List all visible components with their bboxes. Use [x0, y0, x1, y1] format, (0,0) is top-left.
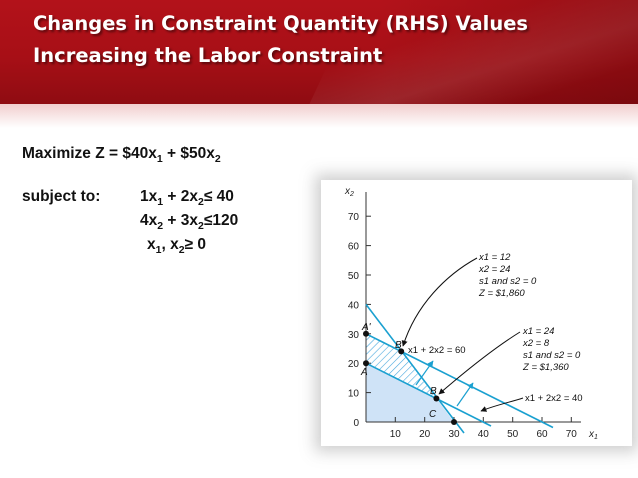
y-axis-label: x2	[344, 186, 354, 198]
old-labor-line-label: x1 + 2x2 = 40	[525, 393, 583, 404]
label-b: B	[430, 386, 437, 397]
point-b-prime	[398, 348, 405, 355]
y-tick-label: 50	[348, 271, 360, 282]
y-tick-label: 40	[348, 300, 360, 311]
point-a	[363, 360, 369, 367]
annotation-old-z: Z = $1,360	[522, 362, 569, 373]
x-tick-label: 40	[478, 429, 490, 440]
y-tick-label: 60	[348, 242, 360, 253]
title-banner	[0, 0, 638, 104]
x-tick-label: 50	[507, 429, 519, 440]
y-tick-label: 10	[348, 389, 360, 400]
y-tick-label: 70	[348, 212, 360, 223]
label-a: A	[360, 367, 368, 378]
point-b	[433, 395, 440, 402]
constraint-nonnegativity: x1, x2≥ 0	[147, 236, 206, 257]
feasible-region-graph: 0 10 20 30 40 50 60 70 10 20 30 40 50 60…	[344, 186, 598, 441]
new-labor-line	[365, 333, 554, 429]
label-b-prime: B'	[395, 340, 405, 351]
x-tick-label: 10	[390, 429, 402, 440]
x-tick-label: 70	[566, 429, 578, 440]
x-tick-label: 20	[419, 429, 431, 440]
y-tick-label: 20	[348, 359, 360, 370]
point-a-prime	[363, 330, 369, 337]
subject-to-label: subject to:	[22, 188, 101, 205]
x-tick-label: 30	[448, 429, 460, 440]
leader-arrow-new	[401, 257, 478, 347]
feasible-region	[366, 363, 454, 422]
x-tick-label: 60	[536, 429, 548, 440]
annotation-new-x2: x2 = 24	[478, 264, 510, 275]
x-axis-label: x1	[588, 429, 598, 441]
annotation-old-x1: x1 = 24	[522, 326, 554, 337]
slide-title-line1: Changes in Constraint Quantity (RHS) Val…	[33, 12, 529, 35]
clay-constraint-line	[365, 303, 465, 434]
label-c: C	[429, 409, 437, 420]
leader-arrow-old	[438, 331, 521, 395]
new-labor-line-label: x1 + 2x2 = 60	[408, 345, 466, 356]
objective-function: Maximize Z = $40x1 + $50x2	[22, 145, 221, 166]
slide-title-line2: Increasing the Labor Constraint	[33, 44, 383, 67]
annotation-new-x1: x1 = 12	[478, 252, 511, 263]
label-a-prime: A'	[361, 322, 372, 333]
expanded-region-hatch	[366, 333, 437, 399]
y-tick-label: 30	[348, 330, 360, 341]
annotation-new-z: Z = $1,860	[478, 288, 525, 299]
old-labor-line	[365, 362, 492, 427]
y-tick-label: 0	[353, 418, 359, 429]
annotation-old-x2: x2 = 8	[522, 338, 550, 349]
annotation-old-slack: s1 and s2 = 0	[523, 350, 581, 361]
constraint-clay: 4x2 + 3x2≤120	[140, 212, 239, 233]
point-c	[451, 419, 457, 425]
annotation-new-slack: s1 and s2 = 0	[479, 276, 537, 287]
leader-arrow-line	[480, 397, 524, 412]
constraint-labor: 1x1 + 2x2≤ 40	[140, 188, 234, 209]
